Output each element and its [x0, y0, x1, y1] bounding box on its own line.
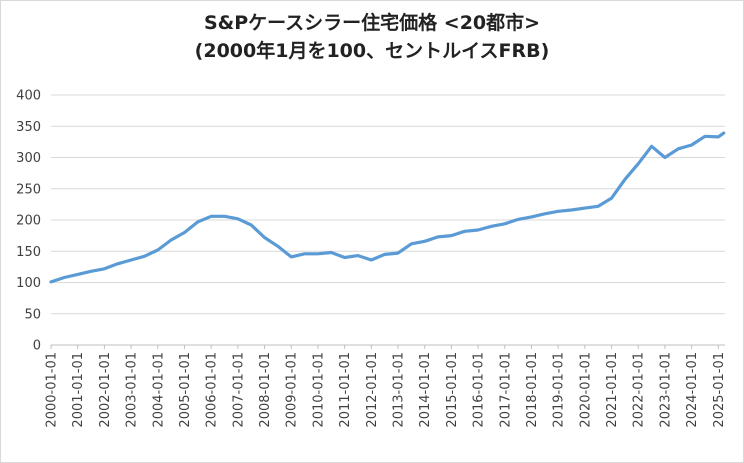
x-tick-label: 2001-01-01 [71, 352, 86, 428]
x-tick-label: 2007-01-01 [231, 352, 246, 428]
x-tick-label: 2015-01-01 [445, 352, 460, 428]
x-tick-label: 2023-01-01 [658, 352, 673, 428]
x-tick-label: 2008-01-01 [258, 352, 273, 428]
series-line [49, 131, 726, 284]
y-tick-label: 300 [16, 151, 41, 166]
y-tick-label: 150 [16, 245, 41, 260]
y-tick-label: 100 [16, 276, 41, 291]
y-tick-label: 200 [16, 214, 41, 229]
x-tick-label: 2013-01-01 [392, 352, 407, 428]
x-tick-label: 2009-01-01 [285, 352, 300, 428]
y-tick-label: 250 [16, 182, 41, 197]
x-tick-label: 2005-01-01 [178, 352, 193, 428]
x-tick-label: 2012-01-01 [365, 352, 380, 428]
x-tick-label: 2019-01-01 [552, 352, 567, 428]
y-tick-label: 0 [33, 339, 41, 354]
x-tick-label: 2000-01-01 [45, 352, 60, 428]
x-tick-label: 2003-01-01 [125, 352, 140, 428]
x-tick-label: 2025-01-01 [712, 352, 727, 428]
x-tick-label: 2004-01-01 [151, 352, 166, 428]
x-tick-label: 2024-01-01 [685, 352, 700, 428]
chart-subtitle: (2000年1月を100、セントルイスFRB) [194, 40, 550, 62]
x-tick-label: 2010-01-01 [311, 352, 326, 428]
x-tick-label: 2020-01-01 [578, 352, 593, 428]
x-tick-label: 2014-01-01 [418, 352, 433, 428]
x-tick-label: 2011-01-01 [338, 352, 353, 428]
x-tick-label: 2002-01-01 [98, 352, 113, 428]
x-tick-label: 2021-01-01 [605, 352, 620, 428]
x-tick-label: 2006-01-01 [205, 352, 220, 428]
chart-title: S&Pケースシラー住宅価格 <20都市> [203, 12, 541, 34]
x-tick-label: 2022-01-01 [632, 352, 647, 428]
x-tick-label: 2017-01-01 [498, 352, 513, 428]
x-tick-label: 2016-01-01 [472, 352, 487, 428]
x-tick-label: 2018-01-01 [525, 352, 540, 428]
chart-title-block: S&Pケースシラー住宅価格 <20都市> (2000年1月を100、セントルイス… [1, 9, 743, 65]
y-tick-label: 400 [16, 89, 41, 104]
y-tick-label: 350 [16, 120, 41, 135]
y-tick-label: 50 [24, 307, 41, 322]
